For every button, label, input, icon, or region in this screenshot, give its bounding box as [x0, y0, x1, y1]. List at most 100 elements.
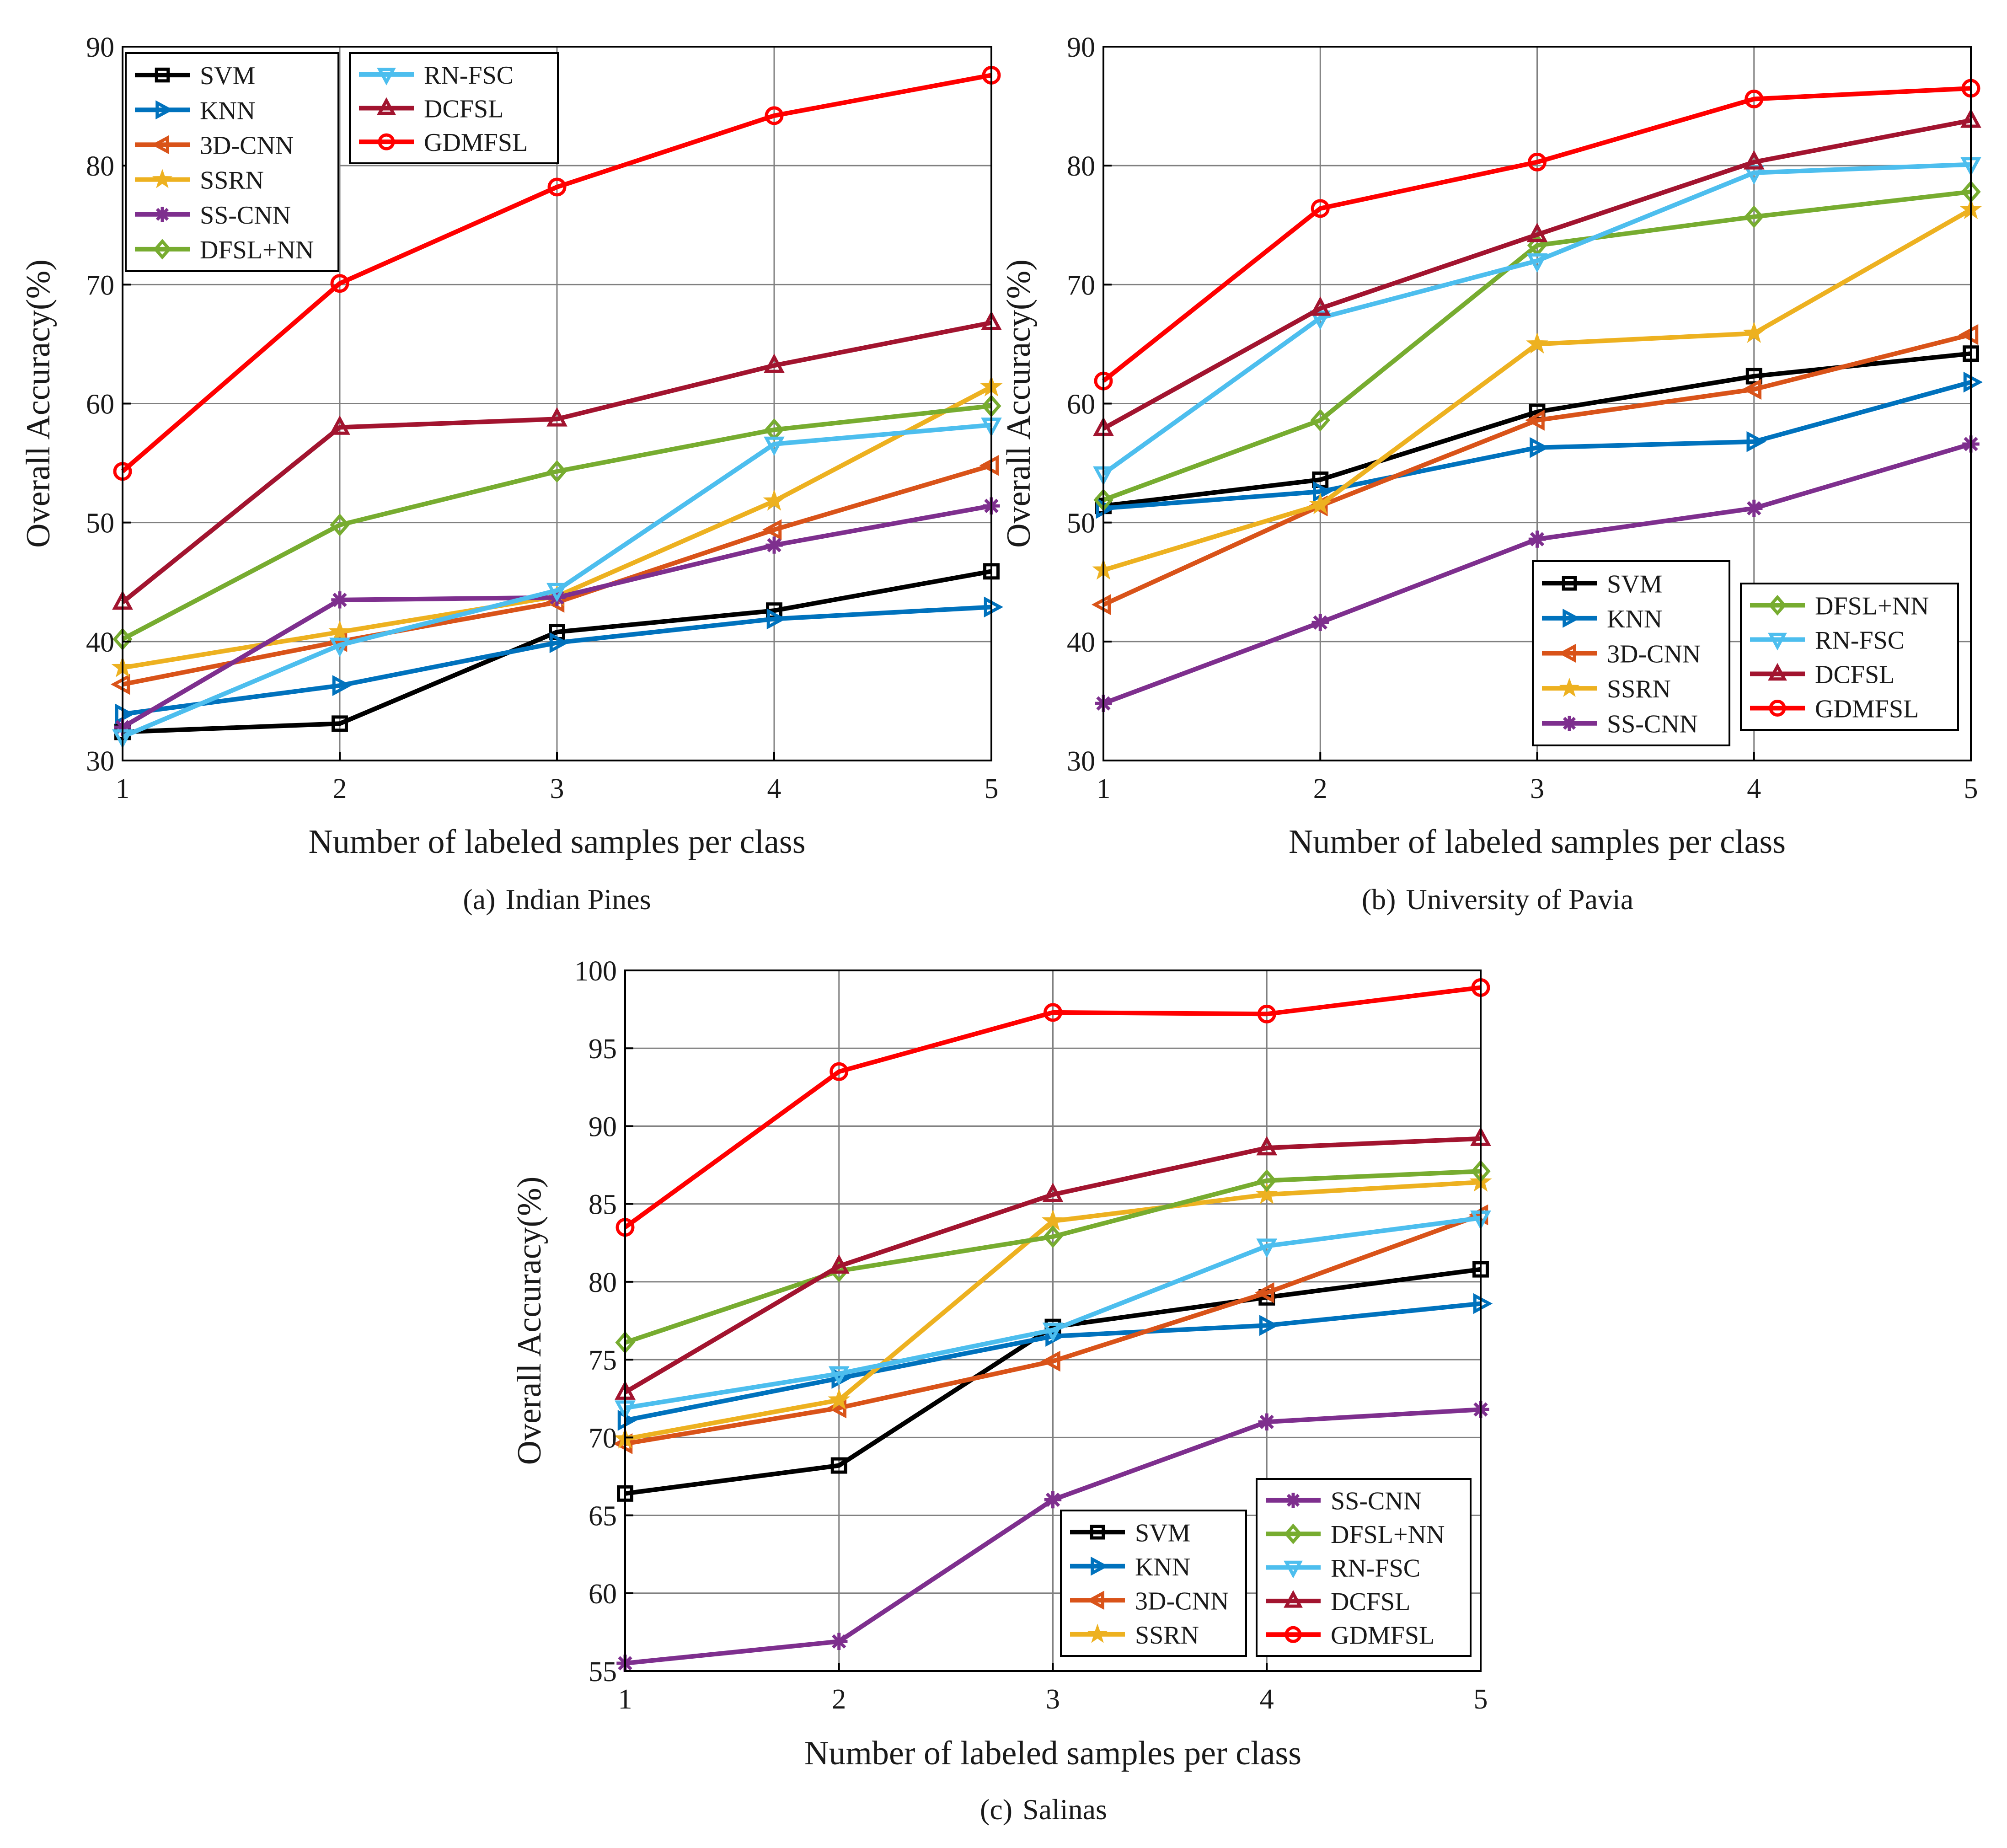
chart-indian-pines: 1 2 3 4 5 30 40 50 60 70 80 90 Number of labeled sam… — [20, 32, 1004, 916]
point-knn — [1096, 498, 1116, 519]
series-line-gdmfsl — [624, 985, 1481, 1229]
point-gdmfsl — [765, 106, 784, 125]
y-tick-label: 40 — [86, 627, 114, 658]
point-gdmfsl — [1745, 89, 1764, 108]
legend-marker-3d-cnn — [1086, 1591, 1104, 1610]
series-line-rn-fsc — [1102, 162, 1971, 476]
point-dfsl-nn — [1043, 1225, 1063, 1248]
legend-marker-3d-cnn — [151, 135, 169, 155]
x-tick-label: 2 — [333, 773, 347, 804]
legend-label-dcfsl: DCFSL — [424, 95, 503, 123]
legend-marker-knn — [1091, 1556, 1108, 1576]
legend-label-ssrn: SSRN — [1135, 1621, 1199, 1650]
legend-label-ss-cnn: SS-CNN — [200, 201, 291, 230]
legend-label-gdmfsl: GDMFSL — [424, 129, 528, 157]
legend-marker-ss-cnn — [155, 207, 170, 222]
point-ss-cnn — [1258, 1413, 1275, 1430]
point-rn-fsc — [546, 583, 567, 603]
y-tick-label: 60 — [86, 389, 114, 420]
point-dfsl-nn — [1257, 1169, 1277, 1192]
x-tick-label: 1 — [1097, 773, 1111, 804]
point-svm — [830, 1457, 847, 1474]
legend-marker-dcfsl — [377, 97, 396, 115]
y-tick-label: 55 — [589, 1656, 617, 1687]
legend-marker-rn-fsc — [1768, 632, 1787, 651]
legend-marker-gdmfsl — [1284, 1626, 1302, 1643]
series-line-3d-cnn — [1102, 332, 1972, 607]
legend-marker-dcfsl — [1768, 663, 1787, 681]
x-tick-label: 3 — [550, 773, 564, 804]
point-knn — [332, 675, 352, 696]
point-3d-cnn — [979, 455, 999, 476]
legend-marker-ssrn — [1087, 1623, 1108, 1643]
legend-label-ss-cnn: SS-CNN — [1331, 1487, 1422, 1516]
point-ssrn — [1743, 321, 1766, 343]
series-line-rn-fsc — [625, 1216, 1481, 1410]
y-tick-label: 95 — [589, 1034, 617, 1065]
point-rn-fsc — [764, 436, 785, 456]
y-tick-label: 85 — [589, 1189, 617, 1221]
x-tick-label: 5 — [1964, 773, 1978, 804]
point-dfsl-nn — [1744, 205, 1764, 228]
x-axis-label: Number of labeled samples per class — [1289, 823, 1786, 861]
caption-letter: (a) — [463, 883, 495, 916]
legend-marker-knn — [1563, 609, 1580, 628]
series-line-dfsl-nn — [624, 1169, 1481, 1345]
y-tick-label: 30 — [86, 746, 114, 777]
y-tick-label: 30 — [1067, 746, 1095, 777]
legend-marker-dfsl-nn — [153, 239, 171, 260]
legend-label-dfsl-nn: DFSL+NN — [1815, 592, 1929, 621]
point-ss-cnn — [1044, 1491, 1062, 1509]
series-line-dcfsl — [121, 320, 992, 604]
legend-marker-knn — [155, 100, 173, 120]
point-dcfsl — [1526, 223, 1548, 242]
y-tick-label: 80 — [589, 1267, 617, 1298]
point-ssrn — [1525, 332, 1549, 354]
y-tick-label: 70 — [86, 270, 114, 301]
chart-caption: (b) University of Pavia — [1362, 883, 1633, 916]
series-line-svm — [122, 569, 992, 734]
point-ss-cnn — [765, 536, 783, 554]
chart-caption: (c) Salinas — [980, 1793, 1107, 1826]
y-tick-label: 75 — [589, 1345, 617, 1376]
legend-marker-dfsl-nn — [1284, 1523, 1302, 1544]
point-knn — [1963, 371, 1983, 393]
caption-letter: (b) — [1362, 883, 1396, 916]
y-tick-label: 70 — [589, 1423, 617, 1454]
x-tick-label: 4 — [1260, 1684, 1274, 1715]
x-tick-label: 1 — [116, 773, 130, 804]
legend-marker-gdmfsl — [378, 133, 395, 150]
point-knn — [766, 608, 787, 630]
x-tick-label: 2 — [1313, 773, 1327, 804]
caption-letter: (c) — [980, 1793, 1012, 1826]
legend-label-dcfsl: DCFSL — [1815, 661, 1895, 689]
series-line-svm — [1103, 351, 1971, 509]
y-tick-label: 65 — [589, 1501, 617, 1532]
point-3d-cnn — [1091, 594, 1111, 616]
point-ss-cnn — [1528, 530, 1546, 548]
point-rn-fsc — [1042, 1323, 1064, 1342]
x-tick-label: 4 — [767, 773, 781, 804]
legend-box: RN-FSC DCFSL GDMFSL — [349, 52, 559, 164]
point-knn — [1746, 431, 1766, 452]
point-ss-cnn — [830, 1633, 848, 1650]
series-line-knn — [122, 605, 992, 717]
legend-label-dfsl-nn: DFSL+NN — [1331, 1521, 1445, 1549]
point-ssrn — [763, 489, 786, 511]
point-gdmfsl — [1311, 199, 1330, 218]
series-line-dfsl-nn — [1103, 189, 1971, 502]
series-line-dfsl-nn — [121, 403, 992, 642]
y-tick-label: 60 — [1067, 389, 1095, 420]
point-3d-cnn — [1959, 324, 1979, 345]
legend-box: SVM KNN 3D-CNN SSRN SS-CNN DFSL+NN — [125, 52, 339, 272]
point-svm — [1745, 368, 1762, 385]
y-tick-label: 50 — [86, 508, 114, 539]
legend-label-knn: KNN — [1135, 1553, 1190, 1581]
y-tick-label: 90 — [1067, 32, 1095, 63]
x-tick-label: 3 — [1046, 1684, 1060, 1715]
point-3d-cnn — [110, 674, 130, 695]
point-knn — [549, 632, 569, 653]
point-knn — [984, 596, 1004, 618]
